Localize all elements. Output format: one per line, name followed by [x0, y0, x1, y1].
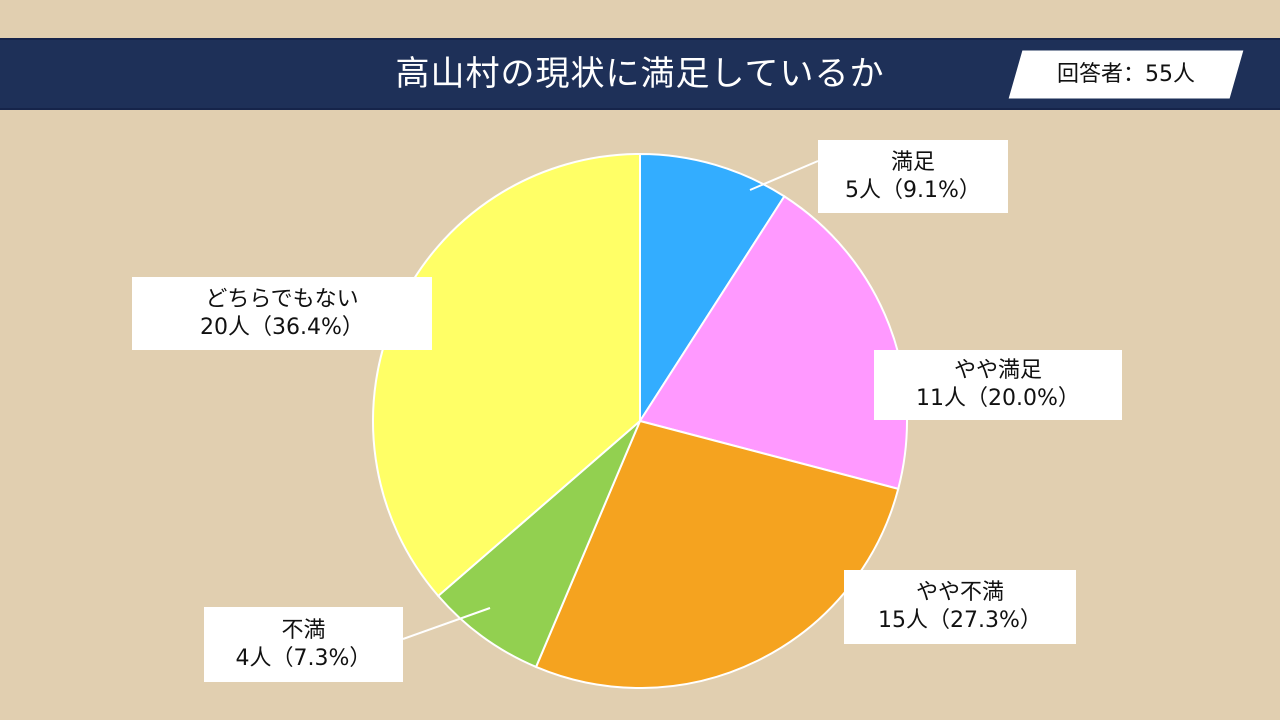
label-somewhat-satisfied-value: 11人（20.0%） — [916, 386, 1080, 411]
label-neutral: どちらでもない 20人（36.4%） — [132, 277, 432, 350]
label-neutral-name: どちらでもない — [205, 286, 359, 312]
slice-somewhat-dissatisfied — [534, 419, 900, 690]
label-dissatisfied: 不満 4人（7.3%） — [204, 607, 403, 682]
label-dissatisfied-name: 不満 — [281, 617, 326, 643]
label-neutral-value: 20人（36.4%） — [200, 314, 364, 340]
label-somewhat-satisfied-name: やや満足 — [953, 358, 1042, 383]
leader-line-dissatisfied — [402, 607, 491, 640]
label-somewhat-dissatisfied: やや不満 15人（27.3%） — [844, 570, 1076, 644]
pie-slices — [371, 152, 908, 690]
label-somewhat-satisfied: やや満足 11人（20.0%） — [874, 350, 1122, 420]
respondents-badge-shape — [1008, 50, 1244, 99]
label-satisfied-value: 5人（9.1%） — [845, 177, 981, 203]
slice-dissatisfied — [436, 420, 641, 669]
leader-lines — [402, 160, 819, 640]
label-satisfied-name: 満足 — [890, 149, 935, 175]
label-somewhat-dissatisfied-value: 15人（27.3%） — [878, 608, 1042, 633]
respondents-count: 回答者：55人 — [1057, 62, 1195, 87]
label-somewhat-dissatisfied-name: やや不満 — [915, 580, 1004, 605]
leader-line-satisfied — [749, 160, 819, 191]
chart-title: 高山村の現状に満足しているか — [395, 54, 885, 94]
respondents-badge: 回答者：55人 — [1008, 50, 1244, 99]
slice-satisfied — [639, 152, 786, 425]
label-satisfied: 満足 5人（9.1%） — [818, 140, 1008, 213]
slice-somewhat-satisfied — [638, 195, 908, 491]
label-dissatisfied-value: 4人（7.3%） — [235, 645, 372, 671]
